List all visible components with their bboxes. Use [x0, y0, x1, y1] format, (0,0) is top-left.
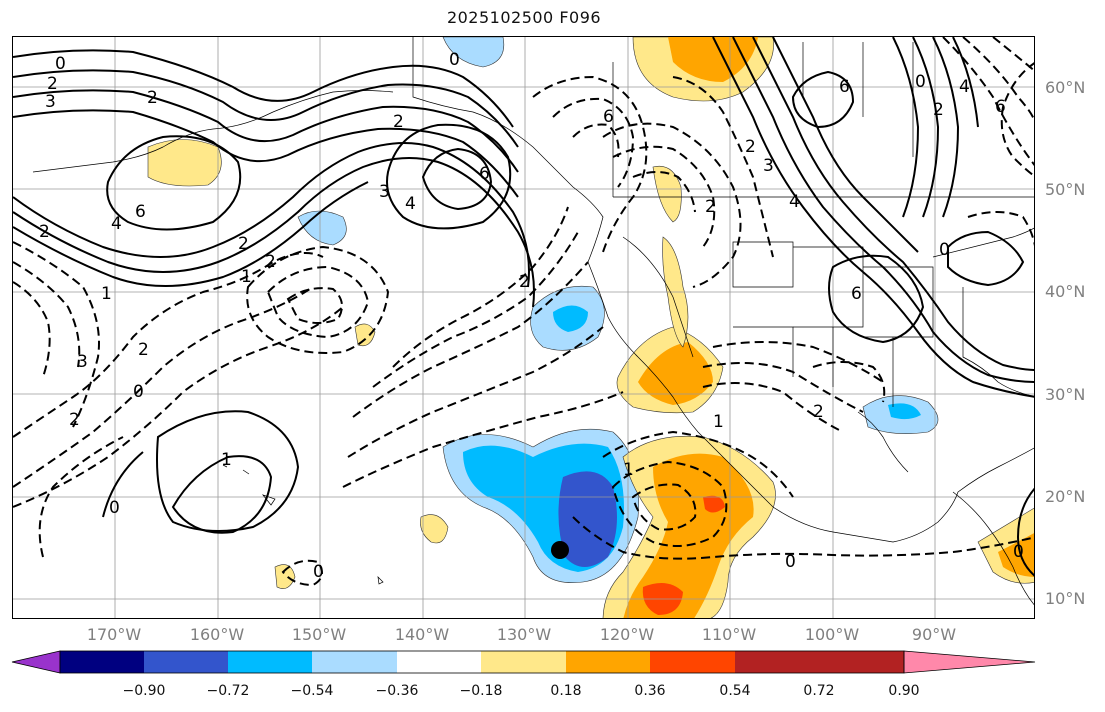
contour-label: 2 — [933, 100, 944, 120]
solid-contours — [13, 37, 1034, 577]
colorbar-tick: −0.54 — [290, 683, 334, 699]
colorbar-tick: 0.54 — [719, 683, 751, 699]
lat-label: 30°N — [1045, 385, 1086, 404]
lat-label: 50°N — [1045, 180, 1086, 199]
map-svg: 0 2 3 2 6 4 2 3 4 6 0 2 1 2 1 3 2 0 2 1 … — [13, 37, 1034, 618]
colorbar-segment — [735, 651, 819, 673]
contour-label: 0 — [449, 50, 460, 70]
contour-label: 6 — [135, 202, 146, 222]
contour-label: 6 — [851, 284, 862, 304]
colorbar-tick: −0.18 — [459, 683, 503, 699]
colorbar-tick: 0.90 — [888, 683, 920, 699]
contour-labels: 0 2 3 2 6 4 2 3 4 6 0 2 1 2 1 3 2 0 2 1 … — [39, 50, 1024, 582]
contour-label: 2 — [519, 272, 530, 292]
colorbar-tick: −0.72 — [206, 683, 250, 699]
colorbar-segment — [566, 651, 650, 673]
colorbar — [11, 650, 1036, 674]
contour-label: 2 — [745, 137, 756, 157]
lon-label: 110°W — [701, 625, 757, 644]
contour-label: 3 — [77, 352, 88, 372]
contour-label: 0 — [915, 72, 926, 92]
contour-label: 2 — [138, 340, 149, 360]
contour-label: 0 — [55, 54, 66, 74]
lon-label: 160°W — [189, 625, 245, 644]
dashed-contours — [13, 37, 1034, 587]
contour-label: 0 — [785, 552, 796, 572]
lat-label: 60°N — [1045, 78, 1086, 97]
contour-label: 3 — [763, 156, 774, 176]
contour-label: 2 — [238, 234, 249, 254]
colorbar-segment — [144, 651, 228, 673]
contour-label: 0 — [133, 382, 144, 402]
lon-label: 90°W — [911, 625, 957, 644]
contour-label: 1 — [221, 450, 232, 470]
contour-label: 2 — [147, 88, 158, 108]
map-title: 2025102500 F096 — [446, 8, 602, 27]
contour-label: 2 — [813, 402, 824, 422]
contour-label: 2 — [69, 410, 80, 430]
colorbar-segment — [60, 651, 144, 673]
colorbar-segment — [650, 651, 735, 673]
contour-label: 6 — [839, 77, 850, 97]
contour-label: 1 — [241, 267, 252, 287]
colorbar-segment — [228, 651, 312, 673]
contour-label: 0 — [109, 498, 120, 518]
lat-label: 20°N — [1045, 487, 1086, 506]
lon-label: 140°W — [394, 625, 450, 644]
contour-label: 2 — [39, 222, 50, 242]
contour-label: 6 — [603, 107, 614, 127]
lat-label: 10°N — [1045, 589, 1086, 608]
map-panel: 0 2 3 2 6 4 2 3 4 6 0 2 1 2 1 3 2 0 2 1 … — [12, 36, 1035, 619]
contour-label: 0 — [1013, 542, 1024, 562]
contour-label: 1 — [623, 460, 634, 480]
lon-label: 120°W — [599, 625, 655, 644]
contour-label: 4 — [959, 77, 970, 97]
lon-label: 170°W — [86, 625, 142, 644]
contour-label: 2 — [705, 197, 716, 217]
colorbar-segment — [397, 651, 481, 673]
contour-label: 1 — [101, 284, 112, 304]
contour-label: 3 — [379, 182, 390, 202]
lon-label: 130°W — [496, 625, 552, 644]
colorbar-tick: −0.36 — [375, 683, 419, 699]
lat-label: 40°N — [1045, 282, 1086, 301]
lon-label: 100°W — [804, 625, 860, 644]
colorbar-tick: 0.36 — [634, 683, 666, 699]
colorbar-max-extend — [903, 650, 1036, 674]
graticule — [13, 37, 1034, 618]
colorbar-segment — [312, 651, 397, 673]
colorbar-segment — [819, 651, 904, 673]
shaded-fields — [147, 37, 1034, 618]
contour-label: 3 — [45, 92, 56, 112]
contour-label: 2 — [265, 252, 276, 272]
contour-label: 0 — [939, 240, 950, 260]
lon-label: 150°W — [291, 625, 347, 644]
colorbar-tick: 0.72 — [803, 683, 835, 699]
colorbar-min-extend — [11, 650, 61, 674]
colorbar-segment — [481, 651, 566, 673]
contour-label: 2 — [393, 112, 404, 132]
storm-position-dot — [551, 541, 569, 559]
negative-anomaly-strong — [558, 471, 617, 567]
colorbar-tick: 0.18 — [550, 683, 582, 699]
contour-label: 6 — [479, 164, 490, 184]
contour-label: 0 — [313, 562, 324, 582]
contour-label: 4 — [789, 192, 800, 212]
contour-label: 6 — [995, 97, 1006, 117]
contour-label: 4 — [405, 194, 416, 214]
contour-label: 1 — [713, 412, 724, 432]
contour-label: 2 — [47, 74, 58, 94]
colorbar-tick: −0.90 — [122, 683, 166, 699]
contour-label: 4 — [111, 214, 122, 234]
